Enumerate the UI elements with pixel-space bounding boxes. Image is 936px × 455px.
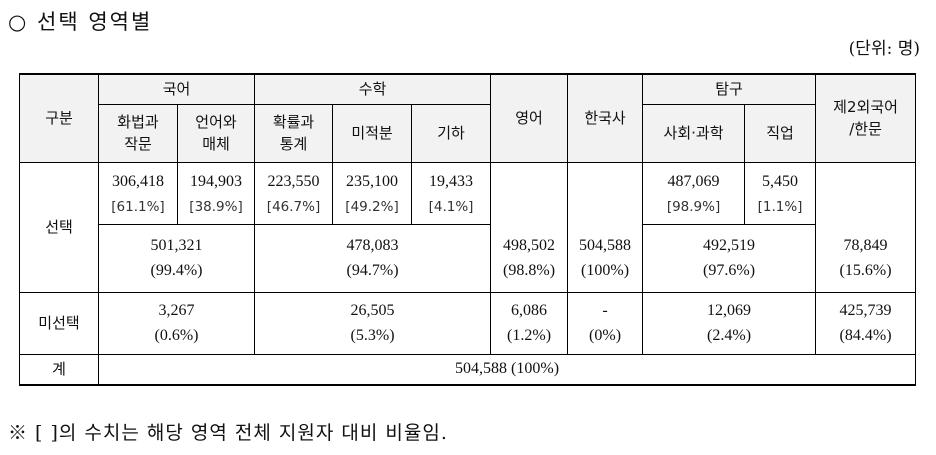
cell-english-total: 498,502 (98.8%)	[490, 224, 569, 293]
share: (84.4%)	[839, 327, 892, 344]
header-hwabeop: 화법과 작문	[98, 103, 178, 163]
header-history: 한국사	[567, 73, 644, 163]
share: (2.4%)	[707, 327, 752, 344]
share: [49.2%]	[345, 198, 399, 215]
header-geometry: 기하	[411, 103, 492, 163]
share: [98.9%]	[666, 198, 721, 215]
cell-vocational: 5,450 [1.1%]	[744, 161, 817, 225]
header-eoneo: 언어와 매체	[176, 103, 256, 163]
cell-geometry: 19,433 [4.1%]	[411, 161, 492, 225]
value: 498,502	[503, 236, 556, 254]
selection-table: 구분 국어 수학 영어 한국사 탐구 제2외국어 /한문 화법과 작문 언어와 …	[19, 73, 917, 386]
share: (94.7%)	[346, 262, 399, 279]
value: 19,433	[429, 172, 474, 190]
value: 306,418	[112, 172, 164, 190]
cell-calculus: 235,100 [49.2%]	[332, 161, 413, 225]
cell-inquiry-total: 492,519 (97.6%)	[642, 223, 817, 293]
share: [38.9%]	[189, 198, 243, 215]
share: (1.2%)	[507, 327, 552, 344]
value: 501,321	[150, 237, 203, 254]
header-probability: 확률과 통계	[254, 103, 334, 163]
header-vocational: 직업	[744, 103, 817, 163]
header-inquiry: 탐구	[642, 73, 817, 105]
cell-math-unselected: 26,505 (5.3%)	[254, 291, 492, 355]
cell-english-spacer	[490, 161, 569, 224]
share: (5.3%)	[350, 327, 395, 344]
header-english: 영어	[490, 73, 569, 163]
share: (100%)	[581, 261, 630, 279]
value: 3,267	[158, 302, 195, 319]
value: 6,086	[511, 302, 548, 319]
share: (0.6%)	[154, 327, 199, 344]
value: 78,849	[843, 236, 888, 254]
row-label-selected: 선택	[19, 161, 99, 293]
share: [61.1%]	[111, 198, 165, 215]
value: 425,739	[839, 302, 892, 319]
value: 235,100	[346, 172, 399, 190]
cell-hwabeop: 306,418 [61.1%]	[98, 161, 178, 225]
cell-inquiry-unselected: 12,069 (2.4%)	[642, 291, 817, 355]
share: (98.8%)	[503, 261, 556, 279]
cell-math-total: 478,083 (94.7%)	[254, 223, 492, 293]
cell-korean-total: 501,321 (99.4%)	[97, 223, 256, 293]
row-label-unselected: 미선택	[19, 291, 99, 355]
share: (0%)	[589, 327, 622, 344]
value: 194,903	[190, 172, 242, 190]
value: 223,550	[267, 172, 320, 190]
cell-grand-total: 504,588 (100%)	[97, 353, 917, 386]
value: 12,069	[707, 302, 752, 319]
header-social-science: 사회·과학	[642, 103, 746, 163]
value: 26,505	[350, 302, 395, 319]
cell-history-unselected: - (0%)	[567, 291, 644, 355]
value: 5,450	[762, 172, 799, 190]
header-korean: 국어	[97, 73, 256, 105]
header-calculus: 미적분	[332, 103, 413, 163]
share: (97.6%)	[703, 262, 756, 279]
header-foreign: 제2외국어 /한문	[815, 73, 917, 163]
header-gubun: 구분	[19, 73, 99, 163]
cell-foreign-unselected: 425,739 (84.4%)	[815, 291, 917, 355]
cell-social-science: 487,069 [98.9%]	[642, 161, 746, 225]
cell-probability: 223,550 [46.7%]	[254, 161, 334, 225]
share: (99.4%)	[150, 262, 203, 279]
row-label-total: 계	[19, 353, 99, 386]
cell-korean-unselected: 3,267 (0.6%)	[97, 291, 256, 355]
value: 492,519	[703, 237, 756, 254]
share: [4.1%]	[428, 198, 474, 215]
share: (15.6%)	[839, 261, 892, 279]
share: [46.7%]	[266, 198, 321, 215]
header-math: 수학	[254, 73, 492, 105]
cell-history-spacer	[567, 161, 644, 224]
value: 504,588	[579, 236, 632, 254]
value: 478,083	[346, 237, 399, 254]
unit-label: (단위: 명)	[848, 39, 920, 59]
cell-history-total: 504,588 (100%)	[567, 224, 644, 293]
cell-foreign-total: 78,849 (15.6%)	[815, 224, 917, 293]
cell-english-unselected: 6,086 (1.2%)	[490, 291, 569, 355]
section-heading: ○ 선택 영역별	[8, 10, 153, 34]
share: [1.1%]	[757, 198, 803, 215]
value: -	[602, 302, 608, 319]
cell-eoneo: 194,903 [38.9%]	[176, 161, 256, 225]
value: 487,069	[667, 172, 720, 190]
cell-foreign-spacer	[815, 161, 917, 224]
footnote: ※ [ ]의 수치는 해당 영역 전체 지원자 대비 비율임.	[8, 422, 448, 444]
